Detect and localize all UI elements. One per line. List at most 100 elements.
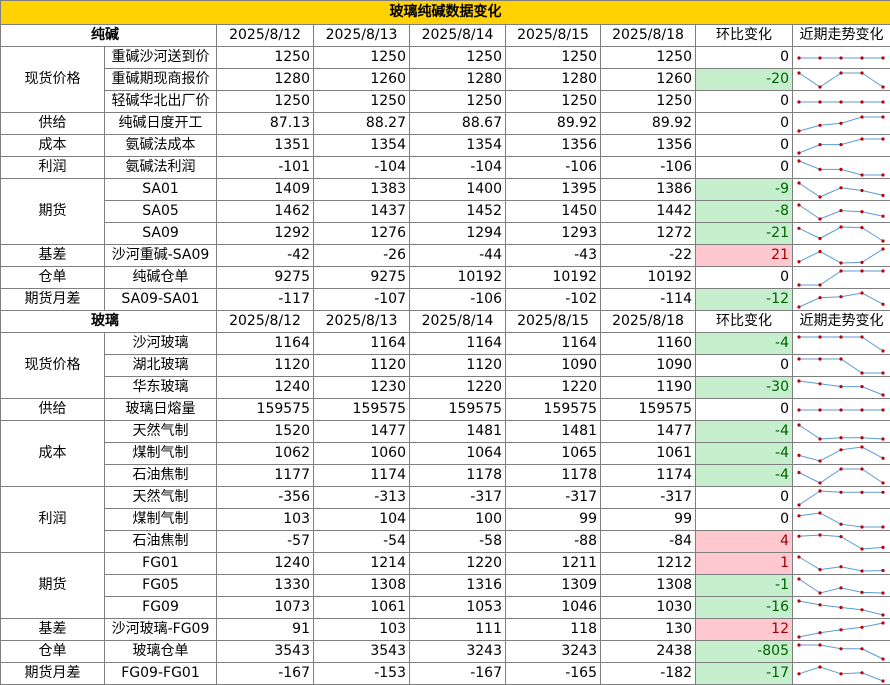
group-label: 基差	[1, 619, 105, 641]
value-cell: 1178	[506, 465, 601, 487]
group-label: 仓单	[1, 267, 105, 289]
sparkline-point	[797, 534, 800, 537]
item-label: 华东玻璃	[105, 377, 217, 399]
sparkline-point	[839, 56, 842, 59]
value-cell: -114	[601, 289, 696, 311]
group-label: 供给	[1, 113, 105, 135]
item-label: FG09-FG01	[105, 663, 217, 685]
value-cell: 1276	[314, 223, 410, 245]
sparkline-point	[839, 335, 842, 338]
value-cell: 99	[601, 509, 696, 531]
sparkline-point	[860, 371, 863, 374]
item-label: 重碱期现商报价	[105, 69, 217, 91]
sparkline-point	[881, 545, 884, 548]
sparkline	[793, 48, 889, 68]
sparkline-point	[860, 291, 863, 294]
sparkline	[793, 378, 889, 398]
value-cell: 91	[217, 619, 314, 641]
value-cell: 1308	[601, 575, 696, 597]
sparkline-point	[881, 481, 884, 484]
group-label: 成本	[1, 135, 105, 157]
value-cell: -43	[506, 245, 601, 267]
sparkline-point	[881, 437, 884, 440]
sparkline-point	[797, 599, 800, 602]
sparkline-point	[818, 100, 821, 103]
value-cell: 1462	[217, 201, 314, 223]
value-cell: 1177	[217, 465, 314, 487]
sparkline	[793, 224, 889, 244]
sparkline-point	[860, 335, 863, 338]
sparkline-line	[799, 557, 883, 571]
sparkline	[793, 510, 889, 530]
value-cell: -22	[601, 245, 696, 267]
sparkline-point	[881, 525, 884, 528]
sparkline	[793, 356, 889, 376]
value-cell: 3243	[506, 641, 601, 663]
sparkline-cell	[793, 157, 890, 179]
value-cell: -356	[217, 487, 314, 509]
sparkline-point	[881, 591, 884, 594]
change-cell: -805	[696, 641, 793, 663]
value-cell: 1220	[506, 377, 601, 399]
change-cell: 12	[696, 619, 793, 641]
sparkline-point	[839, 628, 842, 631]
sparkline-point	[881, 408, 884, 411]
value-cell: 1064	[410, 443, 506, 465]
sparkline-point	[881, 173, 884, 176]
value-cell: 159575	[314, 399, 410, 421]
value-cell: 1211	[506, 553, 601, 575]
date-header: 2025/8/15	[506, 25, 601, 47]
value-cell: 1292	[217, 223, 314, 245]
sparkline-point	[797, 71, 800, 74]
change-cell: -8	[696, 201, 793, 223]
sparkline-point	[839, 209, 842, 212]
sparkline-point	[818, 382, 821, 385]
group-label: 期货月差	[1, 289, 105, 311]
sparkline-point	[881, 115, 884, 118]
group-label: 期货月差	[1, 663, 105, 685]
change-cell: 21	[696, 245, 793, 267]
sparkline-point	[818, 408, 821, 411]
value-cell: -106	[601, 157, 696, 179]
value-cell: -54	[314, 531, 410, 553]
item-label: SA09	[105, 223, 217, 245]
sparkline-point	[839, 408, 842, 411]
value-cell: 10192	[506, 267, 601, 289]
value-cell: 1280	[506, 69, 601, 91]
sparkline-point	[839, 436, 842, 439]
sparkline-point	[818, 459, 821, 462]
change-cell: 0	[696, 135, 793, 157]
value-cell: 1294	[410, 223, 506, 245]
date-header: 2025/8/13	[314, 311, 410, 333]
value-cell: 1214	[314, 553, 410, 575]
sparkline-point	[818, 167, 821, 170]
sparkline-point	[818, 217, 821, 220]
value-cell: 1030	[601, 597, 696, 619]
value-cell: 1240	[217, 377, 314, 399]
value-cell: 1477	[314, 421, 410, 443]
item-label: 氨碱法利润	[105, 157, 217, 179]
sparkline-point	[860, 188, 863, 191]
item-label: 石油焦制	[105, 465, 217, 487]
value-cell: -182	[601, 663, 696, 685]
value-cell: 1060	[314, 443, 410, 465]
sparkline-point	[860, 436, 863, 439]
sparkline	[793, 202, 889, 222]
change-cell: 0	[696, 355, 793, 377]
sparkline-point	[797, 635, 800, 638]
date-header: 2025/8/18	[601, 25, 696, 47]
value-cell: 87.13	[217, 113, 314, 135]
item-label: FG05	[105, 575, 217, 597]
item-label: 玻璃日熔量	[105, 399, 217, 421]
value-cell: 1481	[506, 421, 601, 443]
sparkline-point	[839, 100, 842, 103]
value-cell: 1260	[601, 69, 696, 91]
value-cell: 1437	[314, 201, 410, 223]
sparkline-point	[860, 445, 863, 448]
value-cell: 1164	[410, 333, 506, 355]
sparkline-point	[797, 260, 800, 263]
value-cell: -167	[410, 663, 506, 685]
